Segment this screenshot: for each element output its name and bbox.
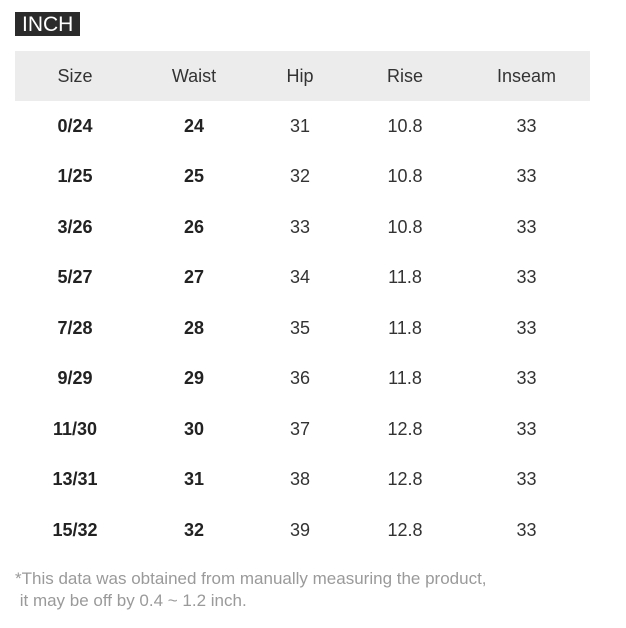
cell-waist: 30 [183, 418, 205, 439]
cell-waist: 25 [183, 166, 205, 187]
column-header-hip: Hip [253, 51, 347, 101]
table-row: 9/29 29 36 11.8 33 [15, 354, 590, 405]
cell-size: 11/30 [52, 418, 98, 439]
cell-waist: 26 [183, 216, 205, 237]
cell-size: 1/25 [57, 166, 93, 187]
table-row: 13/31 31 38 12.8 33 [15, 455, 590, 506]
cell-waist: 24 [183, 115, 205, 136]
cell-rise: 12.8 [387, 469, 423, 490]
cell-rise: 10.8 [387, 216, 423, 237]
table-row: 15/32 32 39 12.8 33 [15, 505, 590, 556]
cell-waist: 28 [183, 317, 205, 338]
cell-hip: 36 [289, 368, 311, 389]
cell-size: 5/27 [57, 267, 93, 288]
column-header-rise: Rise [347, 51, 463, 101]
cell-size: 3/26 [57, 216, 93, 237]
cell-rise: 10.8 [387, 115, 423, 136]
cell-rise: 10.8 [387, 166, 423, 187]
cell-hip: 34 [289, 267, 311, 288]
table-row: 5/27 27 34 11.8 33 [15, 253, 590, 304]
cell-hip: 33 [289, 216, 311, 237]
cell-size: 15/32 [52, 519, 98, 540]
cell-hip: 35 [289, 317, 311, 338]
cell-waist: 27 [183, 267, 205, 288]
table-row: 11/30 30 37 12.8 33 [15, 404, 590, 455]
note-line-2: it may be off by 0.4 ~ 1.2 inch. [15, 591, 247, 610]
table-row: 7/28 28 35 11.8 33 [15, 303, 590, 354]
cell-hip: 37 [289, 418, 311, 439]
cell-rise: 12.8 [387, 418, 423, 439]
cell-waist: 32 [183, 519, 205, 540]
cell-inseam: 33 [516, 368, 537, 389]
cell-size: 7/28 [57, 317, 93, 338]
cell-hip: 39 [289, 519, 311, 540]
cell-rise: 11.8 [388, 317, 422, 338]
unit-label: INCH [15, 12, 81, 36]
cell-waist: 29 [183, 368, 205, 389]
cell-hip: 32 [289, 166, 311, 187]
size-chart-table: Size Waist Hip Rise Inseam 0/24 24 31 10.8 33 1/2… [15, 51, 590, 556]
cell-rise: 12.8 [387, 519, 423, 540]
measurement-note: *This data was obtained from manually me… [15, 568, 487, 612]
cell-hip: 38 [289, 469, 311, 490]
column-header-waist: Waist [135, 51, 253, 101]
table-row: 3/26 26 33 10.8 33 [15, 202, 590, 253]
note-line-1: *This data was obtained from manually me… [15, 569, 487, 588]
header-row: Size Waist Hip Rise Inseam [15, 51, 590, 101]
cell-rise: 11.8 [388, 368, 422, 389]
cell-inseam: 33 [516, 267, 537, 288]
cell-size: 13/31 [52, 469, 98, 490]
column-header-inseam: Inseam [463, 51, 590, 101]
cell-inseam: 33 [516, 469, 537, 490]
cell-size: 9/29 [57, 368, 93, 389]
table-row: 1/25 25 32 10.8 33 [15, 152, 590, 203]
cell-hip: 31 [289, 115, 311, 136]
cell-inseam: 33 [516, 317, 537, 338]
cell-waist: 31 [183, 469, 205, 490]
cell-size: 0/24 [57, 115, 93, 136]
cell-inseam: 33 [516, 519, 537, 540]
cell-inseam: 33 [516, 166, 537, 187]
column-header-size: Size [15, 51, 135, 101]
cell-inseam: 33 [516, 115, 537, 136]
cell-rise: 11.8 [388, 267, 422, 288]
table-row: 0/24 24 31 10.8 33 [15, 101, 590, 152]
cell-inseam: 33 [516, 418, 537, 439]
cell-inseam: 33 [516, 216, 537, 237]
